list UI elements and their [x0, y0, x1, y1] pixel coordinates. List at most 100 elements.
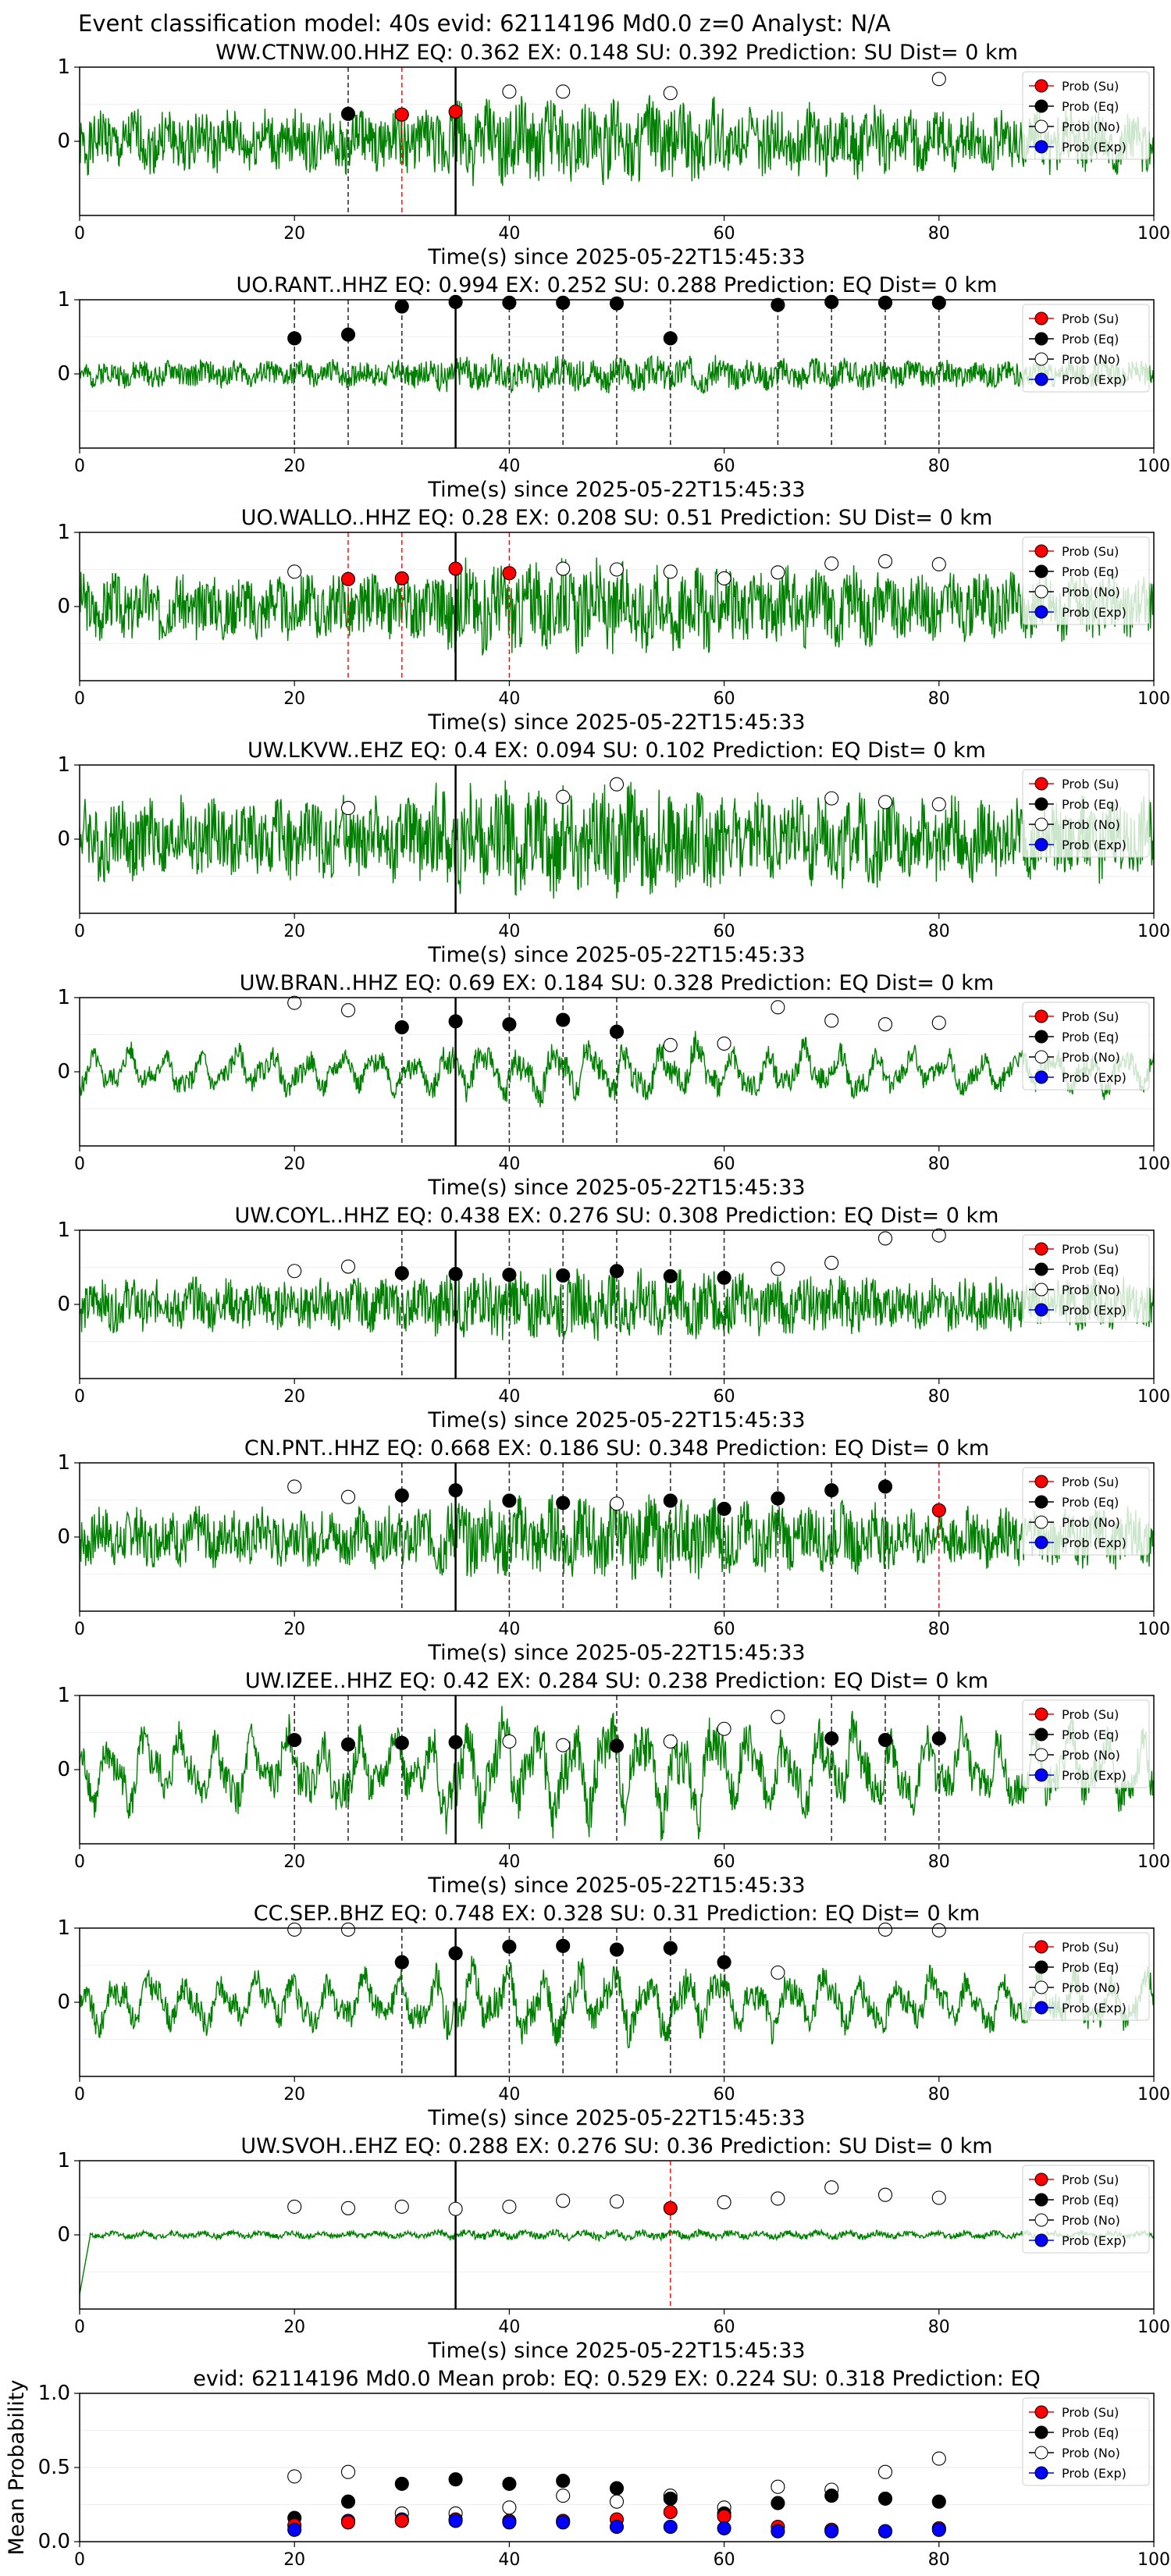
x-tick-label: 80 — [928, 2085, 950, 2105]
x-axis-label: Time(s) since 2025-05-22T15:45:33 — [427, 2339, 805, 2363]
legend-marker-eq — [1034, 2193, 1048, 2207]
legend-marker-su — [1034, 1475, 1048, 1489]
prob-marker-eq — [877, 2491, 893, 2506]
y-axis-label: Mean Probability — [5, 2380, 29, 2556]
x-tick-label: 80 — [928, 1852, 950, 1872]
prob-marker-no — [717, 2195, 731, 2210]
legend-marker-su — [1034, 2172, 1048, 2186]
legend-marker-su — [1034, 311, 1048, 326]
prob-marker-no — [287, 1264, 302, 1279]
prob-marker-no — [877, 2464, 893, 2479]
prob-marker-eq — [287, 331, 302, 346]
legend-label: Prob (No) — [1062, 817, 1120, 832]
legend-label: Prob (Exp) — [1062, 1070, 1127, 1085]
prob-marker-eq — [663, 1493, 678, 1508]
prob-marker-no — [448, 2201, 463, 2216]
prob-marker-eq — [340, 106, 356, 121]
x-tick-label: 80 — [928, 224, 950, 244]
y-tick-label: 1 — [57, 1451, 70, 1475]
prob-marker-eq — [931, 1731, 946, 1746]
legend-marker-no — [1034, 1050, 1048, 1064]
prob-marker-eq — [287, 1732, 302, 1748]
waveform-trace — [80, 1030, 1154, 1108]
prob-marker-eq — [824, 2489, 839, 2503]
y-tick-label: 0 — [57, 2223, 70, 2247]
legend-box — [1022, 769, 1150, 858]
x-tick-label: 20 — [283, 2318, 305, 2337]
y-tick-label: 0 — [57, 1758, 70, 1781]
x-tick-label: 60 — [714, 2550, 735, 2570]
legend-marker-no — [1034, 352, 1048, 366]
waveform-trace — [80, 1955, 1154, 2048]
x-tick-label: 40 — [498, 1852, 520, 1872]
prob-marker-eq — [394, 2476, 409, 2491]
x-tick-label: 80 — [928, 1387, 950, 1407]
x-axis-label: Time(s) since 2025-05-22T15:45:33 — [427, 1408, 805, 1432]
x-tick-label: 0 — [74, 689, 85, 709]
station-panel: WW.CTNW.00.HHZ EQ: 0.362 EX: 0.148 SU: 0… — [57, 41, 1170, 269]
legend-marker-eq — [1034, 2425, 1048, 2439]
station-panel: UW.BRAN..HHZ EQ: 0.69 EX: 0.184 SU: 0.32… — [57, 971, 1170, 1200]
y-tick-label: 0 — [57, 362, 70, 386]
x-tick-label: 60 — [714, 1620, 735, 1639]
x-tick-label: 100 — [1137, 1852, 1170, 1872]
prob-marker-eq — [502, 1939, 517, 1954]
x-tick-label: 20 — [283, 457, 305, 476]
prob-marker-eq — [394, 299, 409, 314]
x-tick-label: 0 — [74, 2550, 85, 2570]
x-tick-label: 20 — [283, 922, 305, 941]
prob-marker-no — [931, 2451, 946, 2466]
x-axis-label: Time(s) since 2025-05-22T15:45:33 — [427, 1641, 805, 1665]
x-axis-label: Time(s) since 2025-05-22T15:45:33 — [427, 710, 805, 735]
prob-marker-eq — [394, 1488, 409, 1503]
panel-title: UO.RANT..HHZ EQ: 0.994 EX: 0.252 SU: 0.2… — [237, 273, 998, 297]
legend-marker-no — [1034, 1748, 1048, 1762]
prob-marker-no — [340, 1259, 356, 1274]
x-tick-label: 100 — [1137, 2085, 1170, 2105]
station-panel: UW.SVOH..EHZ EQ: 0.288 EX: 0.276 SU: 0.3… — [57, 2134, 1170, 2363]
prob-marker-eq — [448, 294, 463, 309]
prob-marker-su — [717, 2509, 731, 2524]
prob-marker-eq — [340, 327, 356, 342]
prob-marker-no — [771, 565, 785, 580]
x-tick-label: 100 — [1137, 1387, 1170, 1407]
prob-marker-su — [340, 571, 356, 586]
prob-marker-eq — [931, 295, 946, 310]
prob-marker-no — [931, 557, 946, 571]
y-tick-label: 1 — [57, 288, 70, 311]
station-panel: UW.COYL..HHZ EQ: 0.438 EX: 0.276 SU: 0.3… — [57, 1204, 1170, 1432]
x-tick-label: 40 — [498, 922, 520, 941]
legend-label: Prob (Exp) — [1062, 605, 1127, 620]
x-axis-label: Time(s) since 2025-05-22T15:45:33 — [427, 1176, 805, 1200]
x-tick-label: 0 — [74, 1155, 85, 1174]
prob-marker-su — [340, 2515, 356, 2530]
prob-marker-eq — [663, 2491, 678, 2506]
x-tick-label: 60 — [714, 2085, 735, 2105]
prob-marker-exp — [931, 2522, 946, 2537]
y-tick-label: 0 — [57, 1525, 70, 1549]
prob-marker-eq — [394, 1019, 409, 1035]
legend-label: Prob (No) — [1062, 2213, 1120, 2228]
x-tick-label: 80 — [928, 1155, 950, 1174]
legend-label: Prob (No) — [1062, 352, 1120, 367]
legend-label: Prob (No) — [1062, 1980, 1120, 1995]
prob-marker-no — [877, 553, 893, 569]
x-tick-label: 0 — [74, 224, 85, 244]
prob-marker-eq — [609, 1738, 625, 1753]
x-tick-label: 40 — [498, 1620, 520, 1639]
x-axis-label: Time(s) since 2025-05-22T15:45:33 — [427, 943, 805, 967]
x-tick-label: 80 — [928, 2550, 950, 2570]
legend-marker-eq — [1034, 1727, 1048, 1742]
prob-marker-eq — [717, 1501, 731, 1516]
prob-marker-eq — [448, 1483, 463, 1498]
x-tick-label: 60 — [714, 224, 735, 244]
y-tick-label: 1 — [57, 521, 70, 544]
legend-marker-su — [1034, 1009, 1048, 1023]
panel-title: UW.BRAN..HHZ EQ: 0.69 EX: 0.184 SU: 0.32… — [240, 971, 994, 995]
x-tick-label: 100 — [1137, 2550, 1170, 2570]
station-panel: CC.SEP..BHZ EQ: 0.748 EX: 0.328 SU: 0.31… — [57, 1902, 1170, 2130]
legend-box — [1022, 1699, 1150, 1788]
prob-marker-no — [824, 791, 839, 806]
legend-box — [1022, 1002, 1150, 1091]
